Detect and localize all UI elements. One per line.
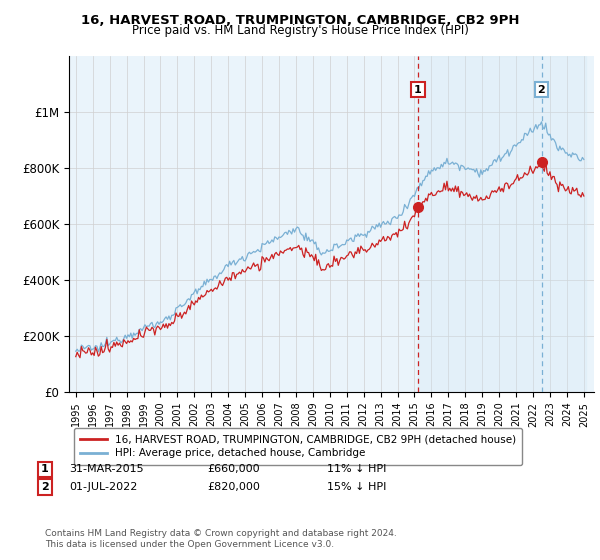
Text: 01-JUL-2022: 01-JUL-2022 (69, 482, 137, 492)
Text: 16, HARVEST ROAD, TRUMPINGTON, CAMBRIDGE, CB2 9PH: 16, HARVEST ROAD, TRUMPINGTON, CAMBRIDGE… (81, 14, 519, 27)
Text: £820,000: £820,000 (207, 482, 260, 492)
Text: 1: 1 (414, 85, 422, 95)
Text: Price paid vs. HM Land Registry's House Price Index (HPI): Price paid vs. HM Land Registry's House … (131, 24, 469, 37)
Text: 1: 1 (41, 464, 49, 474)
Text: 11% ↓ HPI: 11% ↓ HPI (327, 464, 386, 474)
Legend: 16, HARVEST ROAD, TRUMPINGTON, CAMBRIDGE, CB2 9PH (detached house), HPI: Average: 16, HARVEST ROAD, TRUMPINGTON, CAMBRIDGE… (74, 428, 522, 465)
Text: 2: 2 (41, 482, 49, 492)
Text: 2: 2 (538, 85, 545, 95)
Text: 15% ↓ HPI: 15% ↓ HPI (327, 482, 386, 492)
Text: Contains HM Land Registry data © Crown copyright and database right 2024.
This d: Contains HM Land Registry data © Crown c… (45, 529, 397, 549)
Text: 31-MAR-2015: 31-MAR-2015 (69, 464, 143, 474)
Text: £660,000: £660,000 (207, 464, 260, 474)
Bar (418, 56, 586, 392)
